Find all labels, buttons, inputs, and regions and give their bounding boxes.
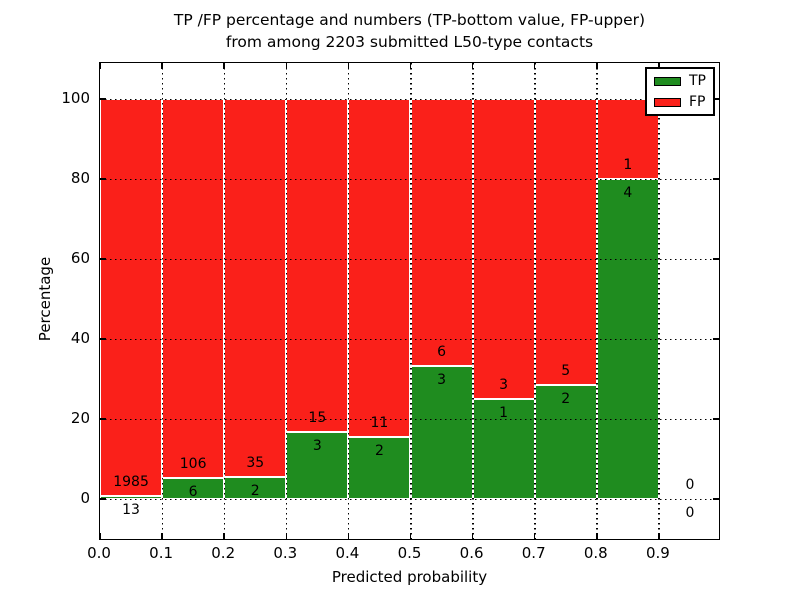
- legend: TP FP: [645, 67, 715, 116]
- plot-area: 1985 13 106 6 35 2 15 3 11 2 6 3 3 1 5 2 1 4 0 0 TP FP: [99, 62, 720, 540]
- tp-count-label: 13: [122, 502, 140, 519]
- fp-count-label: 35: [246, 455, 265, 472]
- tp-legend-swatch: [654, 76, 681, 86]
- fp-count-label: 6: [437, 343, 447, 360]
- y-tick-label-80: 80: [70, 169, 90, 187]
- fp-count-label: 3: [499, 377, 509, 393]
- fp-count-label: 106: [179, 455, 207, 472]
- fp-count-label: 0: [685, 477, 695, 493]
- y-tick-label-0: 0: [80, 489, 90, 507]
- tp-count-label: 4: [623, 185, 633, 201]
- x-axis-label: Predicted probability: [331, 568, 488, 586]
- tp-count-label: 2: [374, 443, 384, 460]
- chart-title: TP /FP percentage and numbers (TP-bottom…: [99, 9, 720, 53]
- x-tick-label-0.0: 0.0: [87, 544, 111, 562]
- tp-count-label: 6: [188, 483, 198, 500]
- y-tick-label-40: 40: [70, 329, 90, 347]
- fp-count-label: 15: [308, 410, 327, 427]
- x-tick-label-0.9: 0.9: [645, 544, 670, 562]
- x-tick-label-0.5: 0.5: [397, 544, 422, 562]
- tp-count-label: 2: [561, 390, 571, 407]
- fp-bar-segment-0.5-0.6: [410, 99, 473, 366]
- y-axis-label: Percentage: [36, 256, 54, 342]
- fp-count-label: 11: [370, 415, 389, 432]
- tp-bar-segment-0.6-0.7: [472, 399, 535, 499]
- legend-item-fp: FP: [654, 95, 706, 109]
- tp-count-label: 0: [685, 505, 695, 521]
- x-tick-label-0.6: 0.6: [459, 544, 484, 562]
- tp-legend-label: TP: [689, 73, 706, 89]
- fp-count-label: 1985: [113, 474, 149, 491]
- chart-title-line2: from among 2203 submitted L50-type conta…: [225, 33, 594, 51]
- y-tick-label-100: 100: [61, 89, 90, 107]
- fp-bar-segment-0.6-0.7: [472, 99, 535, 399]
- x-tick-label-0.3: 0.3: [273, 544, 298, 562]
- x-tick-label-0.2: 0.2: [211, 544, 236, 562]
- tp-count-label: 1: [499, 405, 509, 421]
- annotations-layer: 1985 13 106 6 35 2 15 3 11 2 6 3 3 1 5 2 1 4 0 0: [100, 63, 719, 539]
- legend-item-tp: TP: [654, 74, 706, 88]
- y-tick-label-20: 20: [70, 409, 90, 427]
- x-tick-label-0.8: 0.8: [583, 544, 608, 562]
- fp-count-label: 5: [561, 362, 571, 379]
- fp-legend-label: FP: [689, 94, 706, 110]
- x-tick-label-0.7: 0.7: [521, 544, 546, 562]
- tp-count-label: 3: [312, 438, 322, 455]
- tp-bar-segment-0.7-0.8: [534, 384, 597, 499]
- fp-bar-segment-0.0-0.1: [100, 99, 163, 497]
- tp-bar-segment-0.3-0.4: [286, 432, 349, 499]
- fp-count-label: 1: [623, 157, 633, 173]
- tp-count-label: 2: [250, 483, 260, 500]
- y-tick-label-60: 60: [70, 249, 90, 267]
- chart-title-line1: TP /FP percentage and numbers (TP-bottom…: [173, 11, 646, 29]
- x-tick-label-0.1: 0.1: [149, 544, 174, 562]
- fp-legend-swatch: [654, 97, 681, 107]
- x-tick-label-0.4: 0.4: [335, 544, 360, 562]
- tp-count-label: 3: [437, 371, 447, 388]
- bars-layer: [100, 63, 719, 539]
